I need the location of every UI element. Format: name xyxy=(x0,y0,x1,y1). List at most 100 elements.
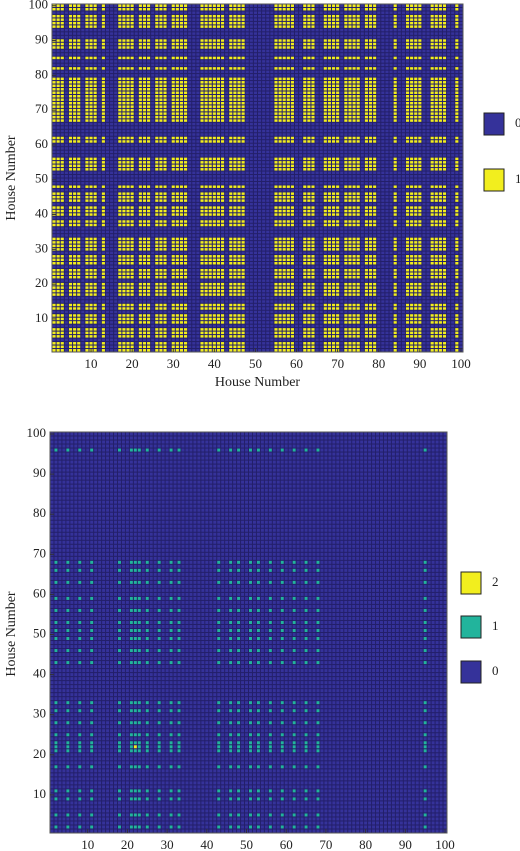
cell xyxy=(249,220,253,223)
cell xyxy=(442,206,447,209)
cell xyxy=(266,192,270,195)
cell xyxy=(241,317,245,321)
cell xyxy=(130,317,134,321)
cell xyxy=(373,248,377,251)
cell xyxy=(101,335,105,338)
cell xyxy=(442,262,447,265)
cell xyxy=(430,223,434,227)
cell xyxy=(245,335,249,338)
cell xyxy=(171,310,175,314)
cell xyxy=(167,234,171,237)
cell xyxy=(118,335,122,338)
cell xyxy=(77,213,81,216)
cell xyxy=(389,300,393,303)
cell xyxy=(311,335,315,338)
cell xyxy=(442,268,447,272)
cell xyxy=(282,230,286,234)
cell xyxy=(344,227,348,230)
cell xyxy=(159,258,163,262)
cell xyxy=(344,272,348,275)
cell xyxy=(315,223,319,227)
cell xyxy=(319,307,323,310)
cell xyxy=(204,324,208,328)
cell xyxy=(249,342,253,345)
cell xyxy=(455,223,459,227)
cell xyxy=(393,255,397,258)
cell xyxy=(241,237,245,241)
cell xyxy=(360,303,364,307)
cell xyxy=(348,314,352,317)
cell xyxy=(294,338,299,342)
cell xyxy=(377,286,381,289)
cell xyxy=(405,237,410,241)
cell xyxy=(290,192,294,195)
cell xyxy=(142,195,147,199)
cell xyxy=(274,237,278,241)
cell xyxy=(393,195,397,199)
cell xyxy=(307,303,311,307)
cell xyxy=(442,178,447,181)
cell xyxy=(422,188,426,192)
cell xyxy=(258,237,262,241)
cell xyxy=(155,237,159,241)
cell xyxy=(134,230,138,234)
cell xyxy=(278,331,282,335)
cell xyxy=(204,314,208,317)
cell xyxy=(138,202,142,206)
cell xyxy=(397,262,401,265)
cell xyxy=(167,185,171,188)
cell xyxy=(184,314,188,317)
cell xyxy=(245,262,249,265)
cell xyxy=(134,331,138,335)
cell xyxy=(459,248,463,251)
cell xyxy=(85,213,89,216)
cell xyxy=(418,230,422,234)
cell xyxy=(381,324,385,328)
cell xyxy=(315,216,319,220)
cell xyxy=(249,345,253,349)
cell xyxy=(110,265,114,268)
cell xyxy=(381,255,385,258)
cell xyxy=(221,258,225,262)
cell xyxy=(311,324,315,328)
cell xyxy=(175,181,179,185)
cell xyxy=(167,293,171,296)
cell xyxy=(212,275,216,279)
cell xyxy=(397,181,401,185)
cell xyxy=(311,307,315,310)
cell xyxy=(360,195,364,199)
cell xyxy=(356,220,360,223)
cell xyxy=(249,300,253,303)
cell xyxy=(278,188,282,192)
cell xyxy=(212,251,216,255)
cell xyxy=(159,307,163,310)
cell xyxy=(451,317,455,321)
cell xyxy=(352,307,356,310)
cell xyxy=(249,234,253,237)
cell xyxy=(233,268,237,272)
cell xyxy=(299,213,303,216)
cell xyxy=(204,289,208,293)
cell xyxy=(249,282,253,286)
cell xyxy=(290,255,294,258)
cell xyxy=(216,275,221,279)
cell xyxy=(290,328,294,331)
cell xyxy=(151,286,155,289)
cell xyxy=(188,268,192,272)
cell xyxy=(459,328,463,331)
cell xyxy=(114,234,118,237)
cell xyxy=(188,321,192,324)
cell xyxy=(171,345,175,349)
cell xyxy=(451,202,455,206)
cell xyxy=(151,275,155,279)
cell xyxy=(447,338,451,342)
cell xyxy=(401,181,405,185)
cell xyxy=(184,223,188,227)
cell xyxy=(163,275,167,279)
cell xyxy=(138,227,142,230)
cell xyxy=(315,202,319,206)
cell xyxy=(56,275,60,279)
cell xyxy=(151,178,155,181)
cell xyxy=(225,199,229,202)
cell xyxy=(241,202,245,206)
